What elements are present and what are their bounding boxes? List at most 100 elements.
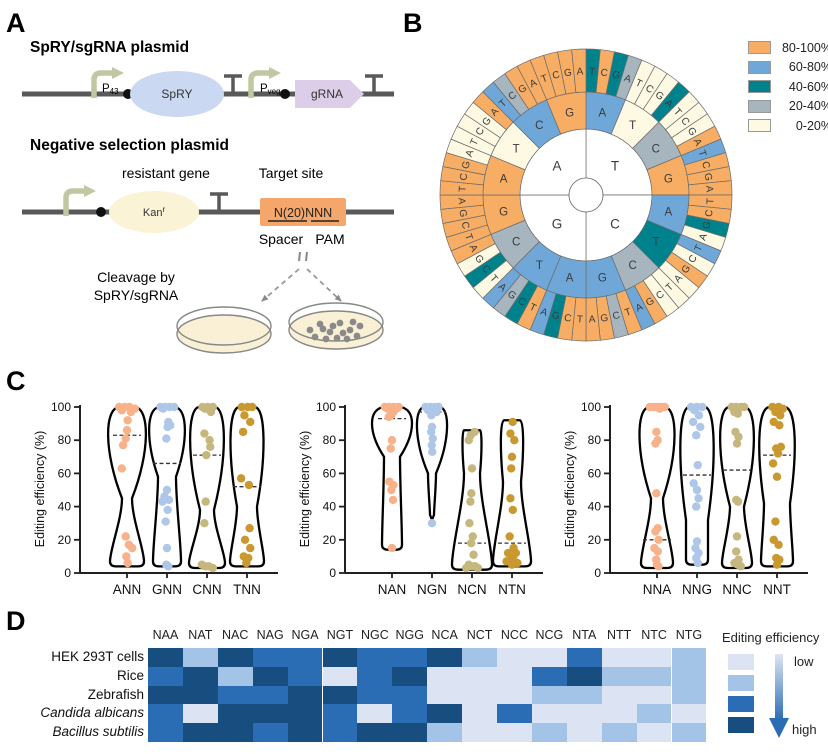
data-point	[162, 485, 172, 495]
heatmap-cell	[462, 666, 497, 686]
y-tick-label: 40	[58, 500, 72, 514]
wheel-letter: A	[697, 232, 710, 242]
data-point	[694, 411, 704, 420]
y-tick-label: 20	[323, 533, 337, 547]
wheel-letter: G	[701, 220, 714, 230]
heatmap-cell	[217, 685, 253, 705]
data-point	[772, 472, 782, 481]
heatmap-cell	[182, 648, 218, 667]
violin-svg: 0 20 40 60 80 100 Editing efficiency (%) NAN NGN…	[298, 400, 543, 597]
wheel-letter: C	[612, 310, 622, 322]
violin-plot-third-base: 0 20 40 60 80 100 Editing efficiency (%) NNA NNG…	[560, 388, 818, 615]
equals-dash	[298, 251, 301, 262]
wheel-letter: A	[566, 272, 574, 284]
wheel-letter: T	[629, 120, 636, 132]
heatmap-cell	[497, 648, 532, 667]
wheel-letter: A	[622, 73, 632, 86]
heatmap-column-header: NCC	[500, 628, 528, 642]
wheel-letter: T	[589, 67, 596, 78]
wheel-letter: G	[456, 209, 468, 219]
heatmap-cell	[601, 685, 637, 705]
heatmap-column-header: NTG	[675, 628, 703, 642]
heatmap-cell	[252, 723, 288, 742]
wheel-letter: T	[633, 78, 643, 91]
wheel-letter: A	[576, 66, 584, 77]
heatmap-cell	[671, 704, 707, 724]
y-tick-label: 80	[58, 433, 72, 447]
y-tick-label: 20	[588, 533, 602, 547]
data-point	[384, 412, 393, 422]
heatmap-cell	[252, 704, 288, 724]
data-point	[162, 543, 172, 553]
category-label: CNN	[192, 582, 221, 597]
heatmap-legend: Editing efficiency low high	[710, 628, 828, 752]
violin-outline	[491, 419, 533, 568]
wheel-letter: A	[528, 77, 539, 90]
y-axis-label: Editing efficiency (%)	[33, 431, 47, 548]
heatmap-cell	[392, 648, 428, 667]
violin-plot-first-base: 0 20 40 60 80 100 Editing efficiency (%) ANN GNN…	[30, 388, 288, 615]
data-point	[776, 411, 785, 420]
heatmap-cell	[601, 704, 637, 724]
data-point	[775, 421, 784, 430]
data-point	[202, 450, 211, 460]
data-point	[467, 464, 477, 473]
grna-gene-shape	[295, 80, 364, 108]
heatmap-cell	[287, 685, 323, 705]
data-point	[733, 497, 743, 506]
data-point	[164, 495, 174, 505]
wheel-letter: C	[516, 296, 528, 309]
data-point	[652, 427, 661, 437]
data-point	[698, 402, 707, 412]
data-point	[732, 532, 742, 541]
heatmap-cell	[636, 704, 672, 724]
heatmap-cell	[148, 723, 183, 742]
heatmap-cell	[462, 723, 497, 742]
promoter-arrowhead	[269, 67, 281, 79]
violin-outline	[719, 405, 755, 570]
plasmid1-title: SpRY/sgRNA plasmid	[30, 39, 189, 56]
wheel-letter: T	[693, 243, 706, 253]
data-point	[117, 464, 127, 473]
legend-swatch	[748, 80, 771, 94]
heatmap-column-header: NCT	[466, 628, 493, 642]
heatmap-cell	[462, 704, 497, 724]
panel-a-label: A	[6, 8, 26, 38]
wheel-letter: A	[464, 148, 477, 158]
data-point	[238, 427, 248, 437]
data-point	[388, 495, 398, 505]
heatmap-column-header: NCA	[431, 628, 458, 642]
legend-swatch	[748, 119, 771, 133]
y-tick-label: 60	[58, 466, 72, 480]
data-point	[507, 464, 516, 473]
heatmap-column-header: NAC	[222, 628, 249, 642]
wheel-letter: T	[458, 186, 469, 193]
violin-outline	[758, 405, 796, 568]
violin-points	[380, 402, 403, 553]
violin-outline	[450, 429, 494, 571]
heatmap-cell	[148, 648, 183, 667]
promoter-arrow	[248, 70, 269, 98]
legend-low-label: low	[794, 654, 814, 669]
data-point	[126, 407, 136, 417]
data-point	[387, 485, 396, 495]
data-point	[654, 535, 663, 544]
heatmap-column-header: NAA	[152, 628, 179, 642]
wheel-letter: T	[577, 314, 584, 325]
y-axis-label: Editing efficiency (%)	[298, 431, 312, 548]
y-tick-label: 80	[588, 433, 602, 447]
data-point	[123, 416, 132, 425]
heatmap-cell	[252, 666, 288, 686]
y-tick-label: 100	[51, 400, 71, 414]
data-point	[248, 402, 257, 412]
heatmap-cell	[252, 685, 288, 705]
y-tick-label: 20	[58, 533, 72, 547]
data-point	[244, 480, 254, 490]
wheel-letter: G	[600, 313, 610, 325]
heatmap-column-header: NTT	[606, 628, 632, 642]
wheel-letter: G	[551, 310, 561, 323]
data-point	[468, 532, 477, 541]
violin-points	[768, 402, 788, 569]
